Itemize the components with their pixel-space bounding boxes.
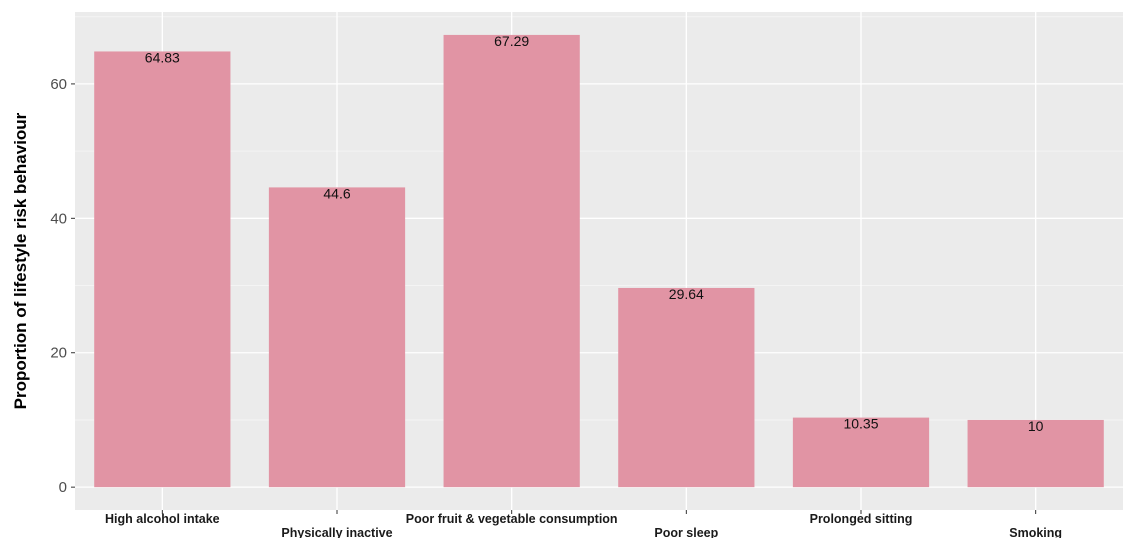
y-axis: 0 20 40 60 xyxy=(50,76,75,496)
data-label-2: 44.6 xyxy=(323,185,350,201)
x-axis: High alcohol intake Physically inactive Po… xyxy=(105,510,1062,538)
bars-group xyxy=(94,34,1104,488)
data-label-1: 64.83 xyxy=(145,49,180,65)
data-label-4: 29.64 xyxy=(669,286,704,302)
bar-4 xyxy=(618,287,755,488)
data-label-6: 10 xyxy=(1028,418,1044,434)
data-label-5: 10.35 xyxy=(843,416,878,432)
y-axis-title: Proportion of lifestyle risk behaviour xyxy=(11,112,30,409)
y-tick-label: 0 xyxy=(59,479,67,496)
minor-gridlines xyxy=(75,16,1123,421)
x-tick-label: High alcohol intake xyxy=(105,512,220,526)
bar-5 xyxy=(792,417,930,488)
x-tick-label: Poor sleep xyxy=(654,526,718,538)
x-tick-label: Prolonged sitting xyxy=(810,512,913,526)
x-tick-label: Smoking xyxy=(1009,526,1062,538)
plot-panel xyxy=(75,12,1123,510)
x-tick-label: Physically inactive xyxy=(281,526,392,538)
y-tick-label: 20 xyxy=(50,345,67,362)
bar-6 xyxy=(967,419,1104,488)
data-labels-group: 64.83 44.6 67.29 29.64 10.35 10 xyxy=(145,33,1044,434)
data-label-3: 67.29 xyxy=(494,33,529,49)
bar-1 xyxy=(94,51,231,488)
bar-3 xyxy=(443,34,580,488)
x-tick-label: Poor fruit & vegetable consumption xyxy=(406,512,618,526)
y-tick-label: 60 xyxy=(50,76,67,93)
y-tick-label: 40 xyxy=(50,210,67,227)
bar-2 xyxy=(268,187,406,488)
